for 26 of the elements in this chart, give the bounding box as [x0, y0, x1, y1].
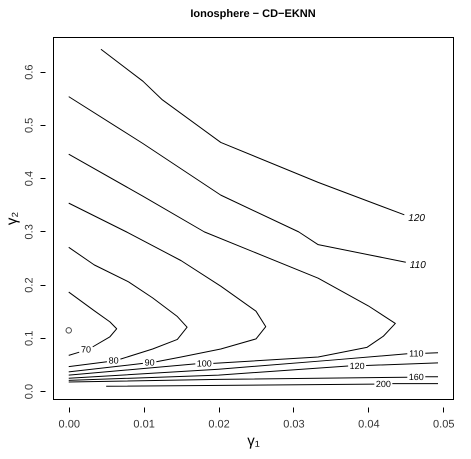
- y-tick-label: 0.1: [24, 330, 36, 346]
- series-label: 200: [376, 378, 391, 389]
- y-tick-label: 0.0: [24, 384, 36, 400]
- x-axis-title: γ₁: [247, 432, 260, 450]
- chart-title: Ionosphere − CD−EKNN: [190, 8, 316, 20]
- series-label: 80: [108, 355, 119, 366]
- y-tick-label: 0.2: [24, 277, 36, 293]
- x-tick-label: 0.00: [58, 418, 80, 430]
- y-tick-label: 0.5: [24, 118, 36, 133]
- series-label: 110: [409, 348, 424, 359]
- series-label: 90: [144, 358, 155, 368]
- x-tick-label: 0.02: [208, 418, 230, 430]
- y-axis-title: γ₂: [4, 212, 20, 226]
- y-tick-label: 0.3: [24, 224, 36, 240]
- series-label: 160: [408, 372, 424, 382]
- x-tick-label: 0.04: [358, 418, 380, 430]
- y-tick-label: 0.6: [24, 64, 36, 80]
- series-label: 120: [408, 212, 426, 224]
- y-tick-label: 0.4: [24, 170, 36, 186]
- x-tick-label: 0.01: [133, 418, 155, 430]
- series-label: 70: [80, 344, 91, 355]
- x-tick-label: 0.05: [433, 418, 454, 430]
- series-label: 100: [196, 358, 212, 369]
- series-label: 110: [410, 260, 426, 272]
- x-tick-label: 0.03: [283, 418, 305, 430]
- series-label: 120: [350, 360, 365, 371]
